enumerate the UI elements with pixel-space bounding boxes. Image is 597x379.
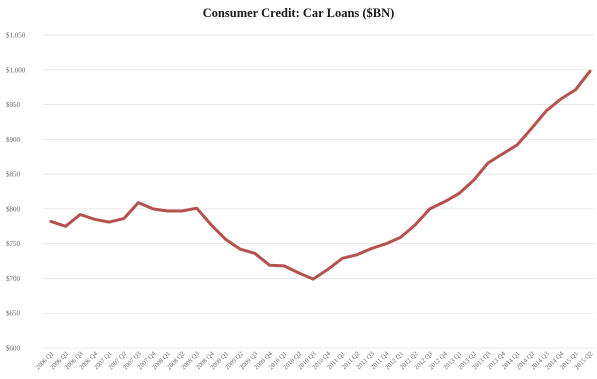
y-tick-label: $850	[6, 171, 21, 179]
gridlines	[43, 34, 594, 349]
y-tick-label: $1,050	[6, 32, 26, 40]
y-tick-label: $1,000	[6, 66, 26, 74]
y-tick-label: $700	[6, 275, 21, 283]
y-tick-label: $800	[6, 205, 21, 213]
y-tick-label: $900	[6, 136, 21, 144]
y-tick-label: $750	[6, 240, 21, 248]
y-tick-label: $600	[6, 345, 21, 353]
series-line	[49, 69, 592, 281]
y-axis-ticks: $600 $650 $700 $750 $800 $850 $900 $950 $1,000 $1…	[6, 32, 26, 353]
chart-title: Consumer Credit: Car Loans ($BN)	[202, 6, 395, 20]
series-layer	[49, 69, 592, 281]
y-tick-label: $650	[6, 310, 21, 318]
y-tick-label: $950	[6, 101, 21, 109]
